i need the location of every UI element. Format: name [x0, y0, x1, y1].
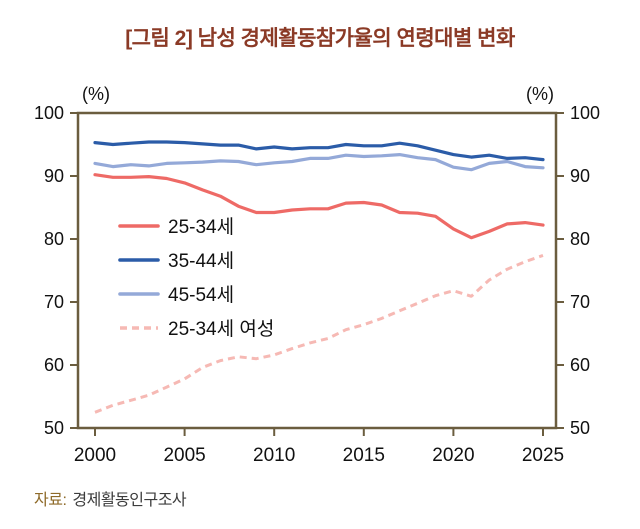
x-tick-label: 2005 [163, 445, 205, 466]
chart-area: (%) (%) 50 50 60 60 70 70 80 80 90 90 100 100 2000 2005… [0, 78, 640, 480]
legend-label-3: 25-34세 여성 [168, 318, 274, 340]
y-tick-label-left: 90 [44, 166, 64, 186]
x-tick-label: 2015 [343, 445, 385, 466]
series-line-2 [93, 153, 545, 172]
y-tick-label-right: 70 [570, 292, 590, 312]
y-tick-label-right: 60 [570, 355, 590, 375]
y-tick-label-right: 90 [570, 166, 590, 186]
source-label: 자료: [34, 492, 67, 509]
x-tick-label: 2025 [522, 445, 564, 466]
y-tick-label-right: 80 [570, 229, 590, 249]
x-tick-label: 2020 [432, 445, 474, 466]
y-tick-label-left: 80 [44, 229, 64, 249]
x-tick-label: 2000 [74, 445, 116, 466]
legend-label-0: 25-34세 [168, 216, 234, 238]
legend-label-1: 35-44세 [168, 250, 234, 272]
x-tick-label: 2010 [253, 445, 295, 466]
y-tick-label-left: 50 [44, 418, 64, 438]
y-tick-label-right: 100 [570, 103, 600, 123]
y-tick-label-right: 50 [570, 418, 590, 438]
series-line-3 [94, 253, 544, 414]
legend-label-2: 45-54세 [168, 284, 234, 306]
source-note: 자료: 경제활동인구조사 [34, 486, 187, 510]
y-tick-label-left: 70 [44, 292, 64, 312]
source-value: 경제활동인구조사 [72, 492, 187, 509]
plot-frame [76, 111, 558, 430]
chart-title: [그림 2] 남성 경제활동참가율의 연령대별 변화 [125, 27, 515, 50]
series-line-0 [93, 173, 545, 240]
y-tick-label-left: 100 [34, 103, 64, 123]
line-chart: (%) (%) 50 50 60 60 70 70 80 80 90 90 100 100 2000 2005… [34, 84, 600, 466]
y-axis-unit-right: (%) [526, 84, 554, 104]
series-line-1 [93, 140, 545, 162]
y-tick-label-left: 60 [44, 355, 64, 375]
y-axis-unit-left: (%) [82, 84, 110, 104]
